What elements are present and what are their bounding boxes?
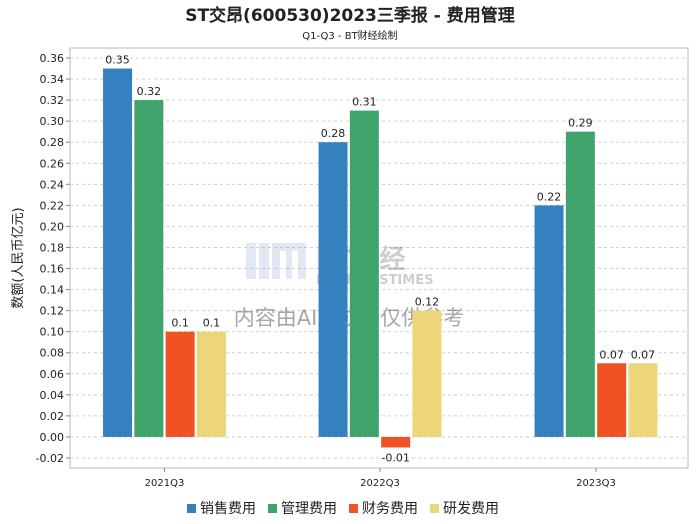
y-tick-label: 0.02 [40,410,65,423]
bar [381,436,411,448]
y-tick-label: 0.12 [40,305,65,318]
x-tick-label: 2021Q3 [145,478,185,489]
data-label: 0.31 [352,96,377,109]
bar [565,131,595,437]
bars [103,68,658,448]
bar [196,331,226,437]
y-tick-label: 0.30 [40,115,65,128]
data-label: 0.35 [105,54,130,67]
y-axis-ticks: -0.02 0.00 0.02 0.04 0.06 0.08 0.10 0.12 0.14 0.1… [36,52,70,465]
bar [534,205,564,437]
y-tick-label: 0.24 [40,178,65,191]
bar [349,110,379,437]
legend-item: 研发费用 [430,501,499,517]
data-label: 0.28 [321,127,346,140]
legend-swatch [187,504,196,513]
legend-item: 销售费用 [187,501,256,517]
x-axis-ticks: 2021Q3 2022Q3 2023Q3 [145,468,616,489]
y-tick-label: 0.10 [40,326,65,339]
y-tick-label: 0.06 [40,368,65,381]
y-tick-label: 0.08 [40,347,65,360]
y-tick-label: 0.14 [40,284,65,297]
chart-subtitle: Q1-Q3 - BT财经绘制 [302,29,397,42]
bar [103,68,133,437]
y-tick-label: 0.34 [40,73,65,86]
data-label: 0.07 [631,348,656,361]
watermark-logo-icon [246,243,306,279]
bar [628,363,658,437]
data-label: 0.1 [171,317,189,330]
y-tick-label: 0.16 [40,263,65,276]
y-tick-label: 0.28 [40,136,65,149]
data-label: 0.29 [568,117,593,130]
bar [597,363,627,437]
x-tick-label: 2023Q3 [576,478,616,489]
data-label: 0.07 [599,348,624,361]
x-tick-label: 2022Q3 [360,478,400,489]
legend-swatch [349,504,358,513]
bar [134,100,164,437]
legend-swatch [268,504,277,513]
legend-label: 管理费用 [281,501,337,517]
data-label: 0.32 [137,85,162,98]
legend-label: 研发费用 [443,501,499,517]
legend-swatch [430,504,439,513]
y-tick-label: 0.26 [40,157,65,170]
data-labels: 0.35 0.32 0.1 0.1 0.28 0.31 -0.01 0.12 0.22 0.29 0… [105,54,655,465]
legend-label: 财务费用 [362,501,418,517]
y-tick-label: -0.02 [36,452,64,465]
y-tick-label: 0.20 [40,220,65,233]
y-tick-label: 0.00 [40,431,65,444]
bar [165,331,195,437]
y-tick-label: 0.18 [40,241,65,254]
legend-label: 销售费用 [200,501,256,517]
y-tick-label: 0.04 [40,389,65,402]
bar [412,310,442,437]
legend-item: 财务费用 [349,501,418,517]
data-label: 0.12 [415,296,440,309]
data-label: 0.1 [203,317,221,330]
data-label: -0.01 [381,451,409,464]
legend-item: 管理费用 [268,501,337,517]
y-tick-label: 0.22 [40,199,65,212]
y-tick-label: 0.36 [40,52,65,65]
bar [318,142,348,437]
chart-title: ST交昂(600530)2023三季报 - 费用管理 [185,5,515,26]
y-tick-label: 0.32 [40,94,65,107]
y-axis-label: 数额(人民币亿元) [11,207,26,308]
data-label: 0.22 [537,190,562,203]
legend: 销售费用 管理费用 财务费用 研发费用 [187,501,499,517]
